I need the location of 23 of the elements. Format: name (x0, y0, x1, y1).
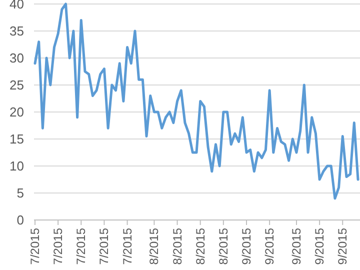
x-tick-label: 8/2015 (170, 228, 184, 265)
x-tick-label: 7/2015 (51, 228, 66, 265)
x-tick-label: 9/2015 (336, 228, 350, 265)
x-tick-label: 7/2015 (120, 228, 134, 265)
line-series (34, 2, 360, 200)
x-tick-label: 7/2015 (74, 228, 88, 265)
y-tick-label: 15 (10, 132, 24, 147)
x-tick-label: 9/2015 (312, 228, 327, 265)
y-tick-label: 20 (10, 104, 24, 120)
x-tick-label: 7/2015 (28, 228, 42, 265)
x-tick-label: 7/2015 (97, 228, 112, 265)
x-tick-label: 9/2015 (289, 228, 304, 265)
y-tick-label: 0 (16, 212, 24, 228)
y-tick-label: 5 (16, 186, 24, 201)
x-tick-label: 9/2015 (239, 228, 254, 265)
x-tick-label: 8/2015 (147, 228, 162, 265)
x-tick-label: 9/2015 (262, 228, 277, 265)
x-tick-label: 8/2015 (193, 228, 208, 265)
y-tick-label: 25 (10, 78, 24, 93)
y-tick-label: 10 (10, 158, 24, 174)
y-tick-label: 35 (10, 24, 24, 39)
y-tick-label: 30 (10, 50, 24, 66)
x-tick-label: 8/2015 (216, 228, 230, 265)
